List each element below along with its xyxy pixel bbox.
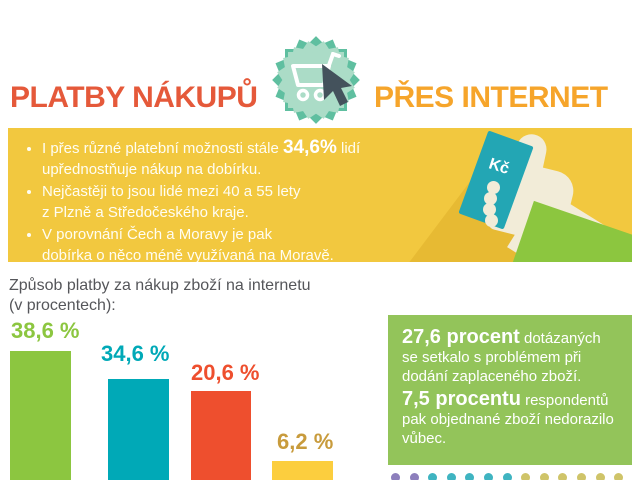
fact-box: 27,6 procent dotázaných se setkalo s pro… bbox=[388, 315, 632, 465]
highlight-percentage: 34,6% bbox=[282, 137, 337, 158]
page-title-left: PLATBY NÁKUPŮ bbox=[10, 81, 258, 115]
bullet-item: I přes různé platební možnosti stále 34,… bbox=[42, 137, 442, 181]
banknote-label: Kč bbox=[486, 155, 512, 178]
intro-bullet-list: I přes různé platební možnosti stále 34,… bbox=[24, 137, 442, 262]
person-head-dot-icon bbox=[409, 473, 419, 480]
person-head-dot-icon bbox=[595, 473, 605, 480]
intro-box: Kč I přes různé platební možnosti stále … bbox=[8, 128, 632, 262]
chart-bar bbox=[10, 351, 71, 480]
bar-value-label: 38,6 % bbox=[11, 318, 80, 343]
starburst-badge bbox=[272, 36, 360, 124]
person-head-dot-icon bbox=[428, 473, 438, 480]
person-head-dot-icon bbox=[446, 473, 456, 480]
chart-bar bbox=[191, 391, 251, 480]
chart-title: Způsob platby za nákup zboží na internet… bbox=[9, 277, 311, 314]
person-head-dot-icon bbox=[614, 473, 624, 480]
bar-value-label: 20,6 % bbox=[191, 360, 260, 385]
person-head-dot-icon bbox=[502, 473, 512, 480]
fact-item: 7,5 procentu respondentů pak objednané z… bbox=[402, 388, 614, 447]
bar-value-label: 34,6 % bbox=[101, 341, 170, 366]
bar-value-label: 6,2 % bbox=[277, 429, 334, 454]
fact-item: 27,6 procent dotázaných se setkalo s pro… bbox=[402, 326, 601, 385]
bullet-item: Nejčastěji to jsou lidé mezi 40 a 55 let… bbox=[42, 181, 442, 224]
person-head-dot-icon bbox=[539, 473, 549, 480]
mouse-cursor-icon bbox=[322, 64, 352, 106]
person-head-dot-icon bbox=[577, 473, 586, 480]
chart-bar bbox=[108, 379, 169, 480]
person-head-dot-icon bbox=[484, 473, 493, 480]
person-head-dot-icon bbox=[558, 473, 568, 480]
page-title-right: PŘES INTERNET bbox=[374, 81, 608, 115]
chart-bar bbox=[272, 461, 333, 480]
person-head-dot-icon bbox=[465, 473, 475, 480]
person-head-dot-icon bbox=[521, 473, 531, 480]
bullet-item: V porovnání Čech a Moravy je pak dobírka… bbox=[42, 224, 442, 262]
pictogram-row bbox=[391, 473, 640, 480]
person-head-dot-icon bbox=[391, 473, 400, 480]
